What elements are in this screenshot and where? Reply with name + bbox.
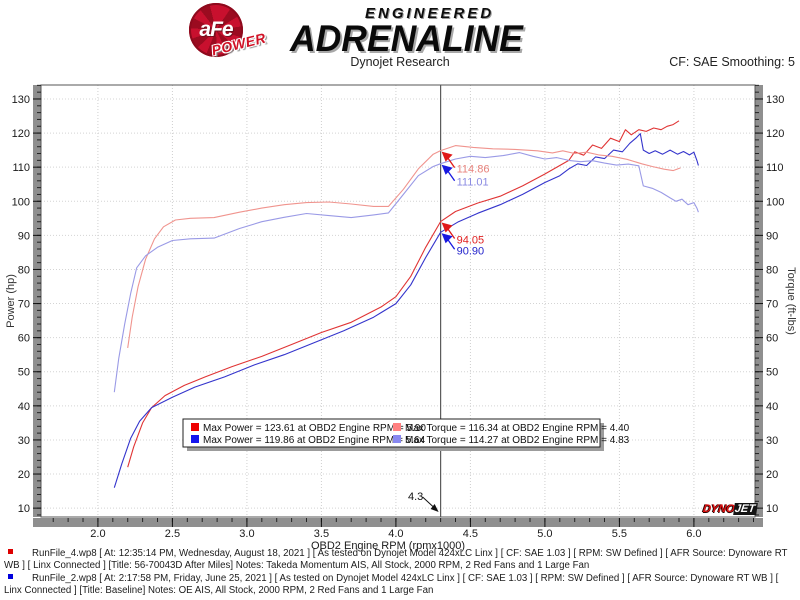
header: aFe ® POWER ENGINEERED ADRENALINE Dynoje…: [0, 0, 800, 75]
y-tick-label-left: 120: [12, 128, 30, 140]
annotation-value: 90.90: [457, 245, 485, 257]
brand-line-engineered: ENGINEERED: [365, 5, 495, 22]
x-tick-label: 3.5: [314, 528, 329, 540]
afe-logo-text: aFe: [199, 18, 233, 41]
y-tick-label-right: 120: [766, 128, 784, 140]
right-axis-band: [755, 85, 763, 517]
cursor-rpm-arrowhead: [430, 504, 439, 512]
annotation-leader-line: [447, 157, 456, 168]
series-torque-red: [127, 145, 681, 348]
correction-smoothing: CF: SAE Smoothing: 5: [669, 55, 795, 69]
series-power-blue: [113, 133, 699, 488]
run-bullet-blue: [8, 574, 13, 580]
cursor-rpm-label: 4.3: [408, 491, 423, 503]
y-tick-label-left: 30: [18, 435, 30, 447]
x-tick-label: 2.5: [165, 528, 180, 540]
y-tick-label-left: 90: [18, 230, 30, 242]
bottom-axis-band: [33, 518, 763, 527]
legend-swatch-power-blue: [191, 435, 199, 443]
y-tick-label-right: 30: [766, 435, 778, 447]
y-tick-label-right: 80: [766, 264, 778, 276]
y-tick-label-left: 80: [18, 264, 30, 276]
run-descriptions: RunFile_4.wp8 [ At: 12:35:14 PM, Wednesd…: [4, 548, 796, 599]
series-power-red: [127, 120, 680, 468]
report-subtitle: Dynojet Research: [350, 55, 450, 69]
run-bullet-red: [8, 549, 13, 554]
annotation-arrowhead: [441, 222, 453, 233]
annotation-leader-line: [447, 170, 456, 182]
dynojet-logo-jet: JET: [732, 503, 758, 515]
y-tick-label-left: 110: [12, 162, 30, 174]
legend-label-power-blue: Max Power = 119.86 at OBD2 Engine RPM = …: [203, 435, 426, 446]
y-tick-label-left: 60: [18, 333, 30, 345]
y-tick-label-left: 70: [18, 299, 30, 311]
annotation-leader-line: [447, 238, 456, 250]
y-tick-label-right: 50: [766, 367, 778, 379]
y-tick-label-right: 110: [766, 162, 784, 174]
annotation-arrowhead: [441, 233, 453, 244]
y-tick-label-left: 100: [12, 196, 30, 208]
y-tick-label-right: 130: [766, 94, 784, 106]
run-line-1: RunFile_4.wp8 [ At: 12:35:14 PM, Wednesd…: [4, 548, 796, 572]
x-tick-label: 2.0: [90, 528, 105, 540]
x-axis-title: OBD2 Engine RPM (rpmx1000): [311, 540, 465, 552]
y-tick-label-right: 70: [766, 299, 778, 311]
y-tick-label-left: 10: [18, 503, 30, 515]
legend-box[interactable]: [182, 418, 601, 448]
left-axis-band: [33, 85, 41, 517]
y-tick-label-left: 20: [18, 469, 30, 481]
series-torque-blue: [113, 152, 699, 393]
legend-swatch-torque-blue: [393, 435, 401, 443]
legend-label-torque-red: Max Torque = 116.34 at OBD2 Engine RPM =…: [405, 423, 630, 434]
y-tick-label-right: 10: [766, 503, 778, 515]
y-tick-label-right: 40: [766, 401, 778, 413]
annotation-value: 114.86: [457, 164, 490, 176]
afe-power-logo: aFe ® POWER: [189, 3, 299, 61]
y-tick-label-right: 90: [766, 230, 778, 242]
y-tick-label-right: 60: [766, 333, 778, 345]
x-tick-label: 3.0: [239, 528, 254, 540]
x-tick-label: 6.0: [686, 528, 701, 540]
x-tick-label: 5.0: [537, 528, 552, 540]
brand-line-adrenaline: ADRENALINE: [290, 18, 523, 59]
x-tick-label: 4.0: [388, 528, 403, 540]
legend-swatch-torque-red: [393, 423, 401, 431]
y-tick-label-left: 50: [18, 367, 30, 379]
run-line-2: RunFile_2.wp8 [ At: 2:17:58 PM, Friday, …: [4, 573, 796, 597]
legend-label-power-red: Max Power = 123.61 at OBD2 Engine RPM = …: [203, 423, 426, 434]
y-tick-label-right: 100: [766, 196, 784, 208]
run-text-2: RunFile_2.wp8 [ At: 2:17:58 PM, Friday, …: [4, 573, 779, 597]
annotation-arrowhead: [441, 151, 453, 162]
run-text-1: RunFile_4.wp8 [ At: 12:35:14 PM, Wednesd…: [4, 548, 788, 572]
legend-label-torque-blue: Max Torque = 114.27 at OBD2 Engine RPM =…: [405, 435, 630, 446]
registered-mark: ®: [236, 5, 241, 11]
annotation-leader-line: [447, 228, 456, 239]
dynojet-logo: DYNOJET: [702, 503, 758, 515]
y-tick-label-left: 40: [18, 401, 30, 413]
brand-wordmark: ENGINEERED ADRENALINE: [290, 5, 610, 59]
y-tick-label-right: 20: [766, 469, 778, 481]
annotation-value: 111.01: [457, 177, 489, 189]
y-axis-title-right: Torque (ft-lbs): [785, 267, 797, 335]
annotation-arrowhead: [441, 164, 453, 175]
x-tick-label: 5.5: [612, 528, 627, 540]
y-tick-label-left: 130: [12, 94, 30, 106]
dynojet-logo-dyno: DYNO: [702, 503, 736, 515]
legend-swatch-power-red: [191, 423, 199, 431]
y-axis-title-left: Power (hp): [5, 274, 17, 328]
afe-logo-circle: aFe ®: [189, 3, 243, 57]
plot-frame: [40, 84, 756, 518]
annotation-value: 94.05: [457, 235, 485, 247]
x-tick-label: 4.5: [463, 528, 478, 540]
